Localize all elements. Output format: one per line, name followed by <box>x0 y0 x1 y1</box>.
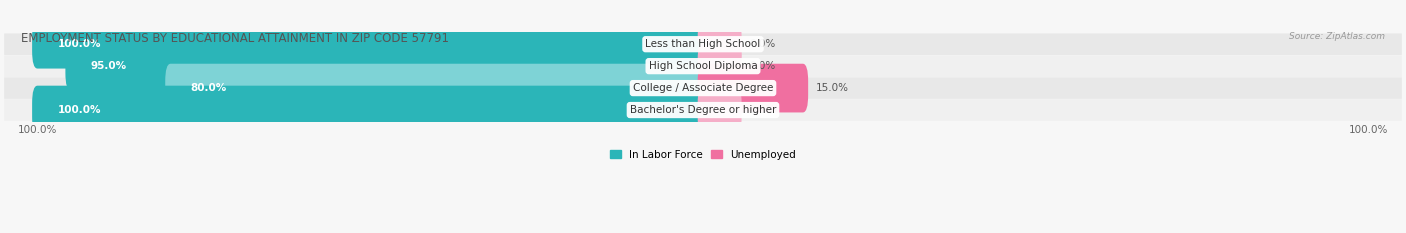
Text: 0.0%: 0.0% <box>749 39 776 49</box>
Text: EMPLOYMENT STATUS BY EDUCATIONAL ATTAINMENT IN ZIP CODE 57791: EMPLOYMENT STATUS BY EDUCATIONAL ATTAINM… <box>21 32 449 45</box>
FancyBboxPatch shape <box>4 34 1402 55</box>
Text: 95.0%: 95.0% <box>91 61 127 71</box>
Text: 0.0%: 0.0% <box>749 105 776 115</box>
FancyBboxPatch shape <box>697 86 741 134</box>
FancyBboxPatch shape <box>4 55 1402 77</box>
Text: Less than High School: Less than High School <box>645 39 761 49</box>
FancyBboxPatch shape <box>66 42 709 90</box>
Text: Bachelor's Degree or higher: Bachelor's Degree or higher <box>630 105 776 115</box>
FancyBboxPatch shape <box>32 86 709 134</box>
Text: 80.0%: 80.0% <box>191 83 226 93</box>
Text: 15.0%: 15.0% <box>815 83 849 93</box>
Text: Source: ZipAtlas.com: Source: ZipAtlas.com <box>1289 32 1385 41</box>
FancyBboxPatch shape <box>697 42 741 90</box>
Text: 100.0%: 100.0% <box>58 105 101 115</box>
Text: 0.0%: 0.0% <box>749 61 776 71</box>
FancyBboxPatch shape <box>166 64 709 113</box>
Text: 100.0%: 100.0% <box>58 39 101 49</box>
FancyBboxPatch shape <box>697 64 808 113</box>
Text: College / Associate Degree: College / Associate Degree <box>633 83 773 93</box>
FancyBboxPatch shape <box>32 20 709 69</box>
FancyBboxPatch shape <box>697 20 741 69</box>
FancyBboxPatch shape <box>4 77 1402 99</box>
Legend: In Labor Force, Unemployed: In Labor Force, Unemployed <box>606 145 800 164</box>
Text: High School Diploma: High School Diploma <box>648 61 758 71</box>
FancyBboxPatch shape <box>4 99 1402 121</box>
